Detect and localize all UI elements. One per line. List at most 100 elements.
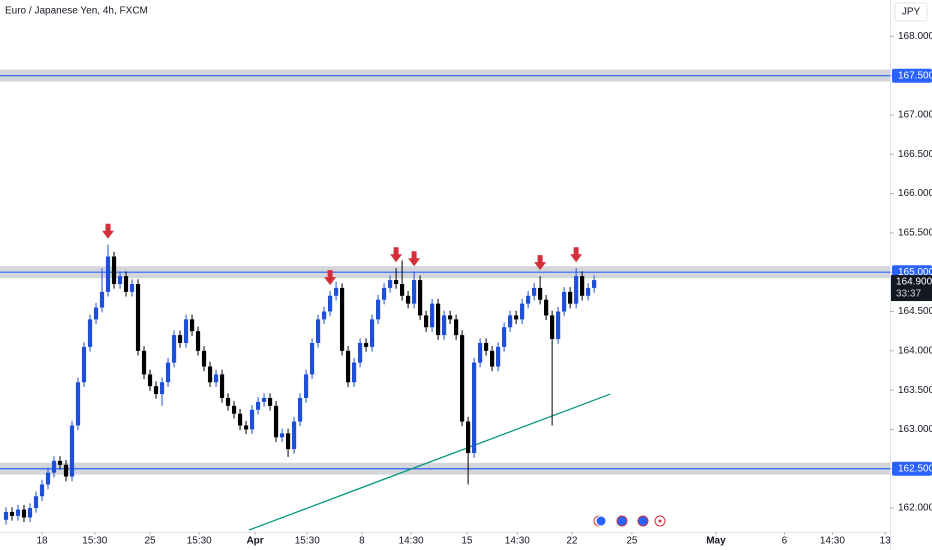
candle-body — [514, 315, 519, 320]
zone-price-box — [892, 68, 932, 83]
y-tick-label: 165.000 — [898, 267, 932, 278]
candle-body — [345, 350, 351, 383]
x-tick-label: 18 — [36, 536, 48, 547]
candle-body — [297, 397, 303, 422]
candle-body — [249, 409, 255, 430]
candle-body — [411, 280, 417, 304]
candle-body — [538, 287, 543, 300]
x-tick-label: 15:30 — [187, 536, 212, 547]
x-tick-label: 22 — [566, 536, 578, 547]
candle-body — [478, 342, 483, 363]
resistance-arrow — [534, 255, 547, 271]
event-icon[interactable] — [658, 519, 662, 523]
candle-body — [303, 374, 309, 398]
y-tick-label: 165.500 — [898, 228, 932, 239]
candle-body — [381, 287, 387, 300]
y-tick-label: 164.500 — [898, 306, 932, 317]
candle-body — [279, 433, 285, 438]
candle-body — [556, 311, 561, 340]
candle-body — [387, 280, 393, 288]
candle-body — [448, 315, 453, 320]
candle-body — [213, 374, 219, 383]
candle-body — [171, 335, 177, 363]
y-tick-label: 164.000 — [898, 345, 932, 356]
candle-body — [3, 511, 9, 520]
candle-body — [285, 433, 291, 450]
currency[interactable]: JPY — [902, 7, 921, 18]
candle-body — [69, 425, 75, 477]
candle-body — [21, 509, 27, 518]
event-icon[interactable] — [654, 515, 666, 527]
x-tick-label: 15:30 — [82, 536, 107, 547]
candle-body — [105, 256, 111, 292]
candle-body — [99, 291, 105, 308]
y-tick-label: 168.000 — [898, 31, 932, 42]
candle-body — [484, 342, 489, 351]
candle-body — [201, 350, 207, 367]
candle-body — [51, 460, 57, 473]
candle-body — [87, 319, 93, 347]
candle-body — [574, 276, 579, 304]
chart-title: Euro / Japanese Yen, 4h, FXCM — [5, 6, 148, 17]
candle-body — [592, 280, 597, 288]
candle-body — [141, 350, 147, 375]
x-tick-label: 25 — [626, 536, 638, 547]
resistance-arrow — [390, 247, 403, 263]
candle-body — [562, 291, 567, 312]
candle-body — [63, 464, 69, 477]
candle-body — [165, 362, 171, 383]
candle-body — [429, 303, 435, 328]
candle-body — [520, 303, 525, 320]
resistance-arrow — [570, 247, 583, 263]
candle-body — [454, 319, 459, 336]
y-tick-label: 163.000 — [898, 424, 932, 435]
candle-body — [435, 303, 441, 336]
y-tick-label: 162.500 — [898, 463, 932, 474]
x-tick-label: 15:30 — [295, 536, 320, 547]
candle-body — [27, 508, 33, 518]
candle-body — [526, 295, 531, 304]
event-icons[interactable] — [593, 515, 666, 527]
event-icon[interactable] — [616, 515, 628, 527]
candle-body — [369, 319, 375, 347]
candle-body — [81, 346, 87, 383]
candle-body — [580, 276, 585, 296]
candle-body — [111, 256, 117, 285]
y-tick-label: 162.000 — [898, 503, 932, 514]
zone-price-box — [892, 461, 932, 476]
candle-body — [225, 397, 231, 406]
y-tick-label: 167.000 — [898, 110, 932, 121]
currency-box[interactable] — [894, 2, 928, 22]
candle-body — [183, 319, 189, 343]
candle-body — [189, 319, 195, 332]
candle-body — [508, 315, 513, 328]
last-price-label: 164.900 — [896, 277, 932, 288]
candle-body — [339, 287, 345, 351]
plot-area — [0, 69, 890, 531]
candle-body — [315, 319, 321, 343]
candle-body — [273, 405, 279, 438]
candle-body — [550, 315, 555, 340]
x-tick-label: Apr — [246, 536, 263, 547]
x-tick-label: 13 — [880, 536, 892, 547]
x-tick-label: 14:30 — [505, 536, 530, 547]
x-tick-label: 14:30 — [820, 536, 845, 547]
resistance-arrow — [324, 270, 337, 286]
x-tick-label: May — [706, 536, 726, 547]
event-icon[interactable] — [637, 515, 649, 527]
candle-body — [129, 284, 135, 292]
candle-body — [243, 425, 249, 430]
candle-body — [75, 382, 81, 426]
countdown: 33:37 — [896, 289, 921, 300]
candle-body — [267, 397, 273, 406]
y-tick-label: 167.500 — [898, 70, 932, 81]
candle-body — [309, 342, 315, 375]
candle-body — [117, 276, 123, 285]
candle-body — [327, 295, 333, 312]
candle-body — [45, 472, 51, 485]
candle-body — [399, 284, 405, 296]
event-icon[interactable] — [595, 515, 607, 527]
y-tick-label: 166.000 — [898, 188, 932, 199]
candle-body — [93, 307, 99, 320]
candle-body — [15, 509, 21, 516]
